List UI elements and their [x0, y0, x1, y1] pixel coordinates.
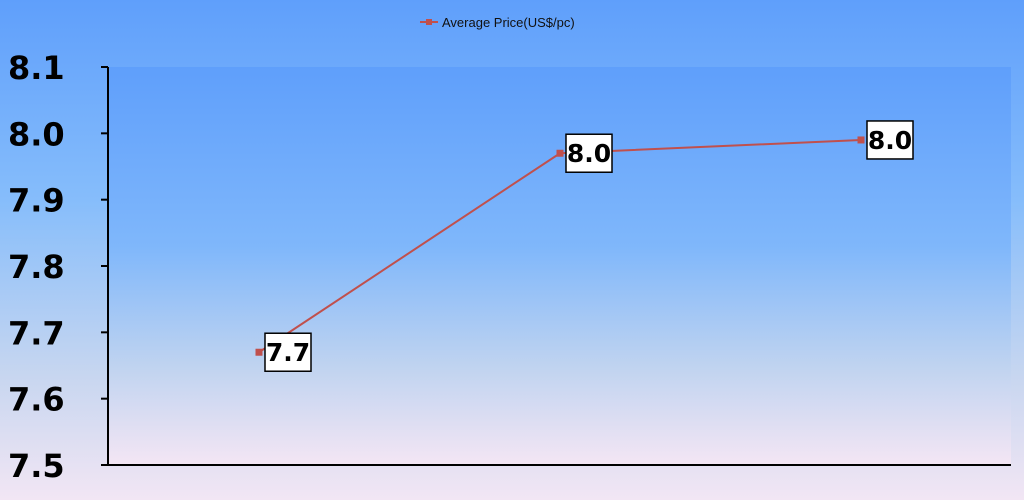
y-tick-label: 7.9: [8, 182, 65, 220]
y-tick-label: 7.6: [8, 381, 65, 419]
data-label-text: 7.7: [266, 338, 310, 367]
legend: Average Price(US$/pc): [420, 15, 575, 30]
data-label: 8.0: [866, 120, 914, 160]
data-label: 8.0: [565, 133, 613, 173]
legend-marker: [426, 19, 432, 25]
data-label-box: [264, 332, 312, 372]
data-point: [255, 348, 263, 356]
y-tick-label: 8.1: [8, 49, 65, 87]
y-tick-label: 7.7: [8, 314, 65, 352]
legend-label: Average Price(US$/pc): [442, 15, 575, 30]
data-label-box: [565, 133, 613, 173]
y-tick-label: 8.0: [8, 115, 65, 153]
data-label: 7.7: [264, 332, 312, 372]
data-point: [857, 136, 865, 144]
y-axis-ticks: 7.5 7.6 7.7 7.8 7.9 8.0 8.1: [8, 49, 108, 485]
series-average-price: [255, 136, 865, 356]
y-tick-label: 7.8: [8, 248, 65, 286]
data-label-box: [866, 120, 914, 160]
data-point: [556, 149, 564, 157]
data-label-text: 8.0: [567, 139, 611, 168]
y-tick-label: 7.5: [8, 447, 65, 485]
plot-area: [108, 67, 1011, 465]
data-label-text: 8.0: [868, 126, 912, 155]
data-labels: 7.7 8.0 8.0: [264, 120, 914, 372]
